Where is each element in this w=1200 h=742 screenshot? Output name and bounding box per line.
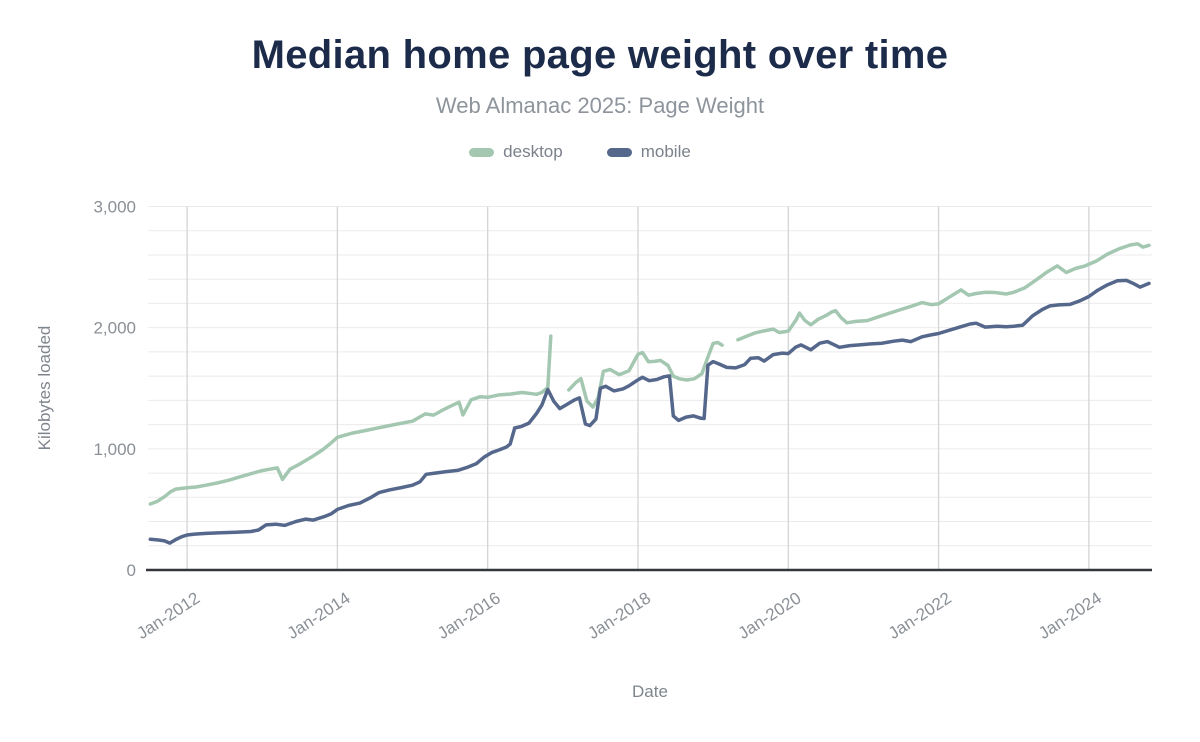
chart-title: Median home page weight over time [251, 33, 949, 77]
chart-subtitle: Web Almanac 2025: Page Weight [435, 93, 765, 118]
chart-legend: desktop mobile [0, 142, 1200, 162]
y-axis-title: Kilobytes loaded [35, 326, 54, 451]
mobile-line [148, 278, 1151, 545]
desktop-line [148, 242, 1151, 506]
x-axis-tick-label: Jan-2020 [735, 588, 805, 643]
y-axis-tick-label: 1,000 [93, 440, 136, 459]
x-axis-tick-label: Jan-2022 [885, 588, 955, 643]
x-axis-tick-label: Jan-2024 [1035, 588, 1105, 643]
y-axis-tick-label: 2,000 [93, 319, 136, 338]
desktop-series-swatch-icon [469, 147, 495, 157]
x-axis-tick-label: Jan-2014 [284, 588, 354, 643]
mobile-series-swatch-icon [606, 147, 632, 157]
legend-label-mobile: mobile [640, 142, 691, 161]
y-axis-tick-label: 3,000 [93, 198, 136, 217]
x-axis-tick-label: Jan-2016 [434, 588, 504, 643]
y-axis-tick-label: 0 [127, 561, 136, 580]
legend-item-mobile[interactable]: mobile [606, 142, 691, 162]
x-axis-tick-label: Jan-2018 [584, 588, 654, 643]
x-axis-tick-label: Jan-2012 [133, 588, 203, 643]
x-axis-title: Date [632, 682, 668, 701]
legend-label-desktop: desktop [503, 142, 563, 161]
legend-item-desktop[interactable]: desktop [469, 142, 563, 162]
